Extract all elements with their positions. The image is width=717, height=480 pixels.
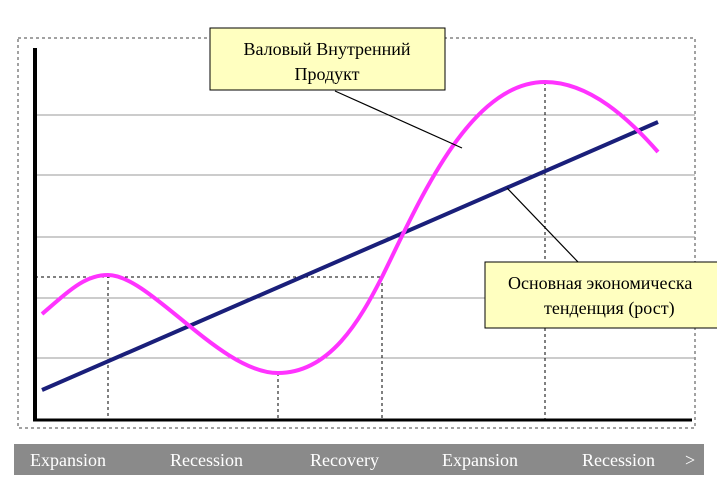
trend-line: [41, 120, 659, 392]
phase-label: Expansion: [442, 450, 518, 470]
callout-text: Валовый Внутренний: [243, 39, 410, 59]
callout-box: [484, 261, 717, 329]
phase-label: Recession: [170, 450, 243, 470]
phase-arrow: >: [685, 450, 695, 470]
callout-text: Продукт: [294, 64, 359, 84]
callout-text: тенденция (рост): [544, 298, 675, 319]
gdp-curve: [40, 79, 660, 376]
phase-label: Recession: [582, 450, 655, 470]
callout-text: Основная экономическа: [508, 273, 692, 293]
phase-bar: [14, 444, 704, 475]
phase-label: Recovery: [310, 450, 379, 470]
phase-label: Expansion: [30, 450, 106, 470]
callout-box: [209, 27, 446, 91]
callout-pointer: [506, 187, 579, 263]
callout-pointer: [334, 90, 463, 149]
guides: [35, 82, 546, 420]
